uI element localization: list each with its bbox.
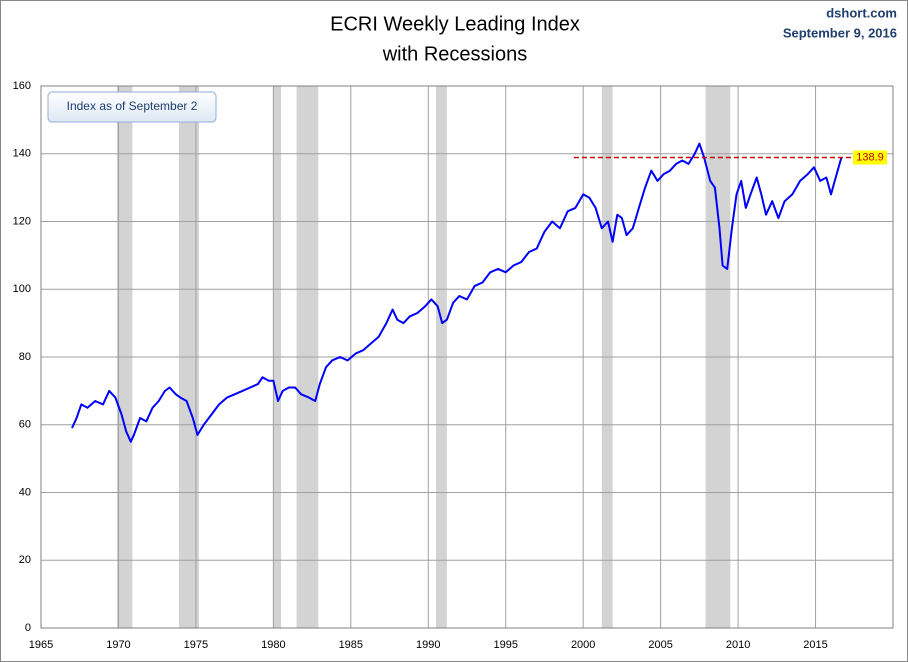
data-line <box>71 142 843 443</box>
x-tick-label: 2000 <box>571 639 595 651</box>
x-tick-label: 1970 <box>106 639 130 651</box>
annotation: Index as of September 2 <box>67 99 198 113</box>
x-tick-label: 2005 <box>648 639 672 651</box>
source: dshort.com <box>826 5 897 20</box>
chart-title: with Recessions <box>382 43 528 65</box>
y-tick-label: 80 <box>19 351 31 363</box>
y-tick-label: 160 <box>13 80 31 92</box>
y-tick-label: 20 <box>19 554 31 566</box>
y-tick-label: 120 <box>13 215 31 227</box>
chart-title: ECRI Weekly Leading Index <box>330 13 580 35</box>
x-tick-label: 1980 <box>261 639 285 651</box>
reference-label-box <box>853 150 887 165</box>
y-tick-label: 60 <box>19 419 31 431</box>
x-tick-label: 1995 <box>493 639 517 651</box>
x-tick-label: 1990 <box>416 639 440 651</box>
reference-label: 138.9 <box>856 151 884 163</box>
date: September 9, 2016 <box>783 25 897 40</box>
plot-border <box>40 85 894 629</box>
y-tick-label: 140 <box>13 148 31 160</box>
y-tick-label: 100 <box>13 283 31 295</box>
x-tick-label: 2010 <box>726 639 750 651</box>
y-tick-label: 40 <box>19 486 31 498</box>
y-tick-label: 0 <box>25 622 31 634</box>
x-tick-label: 1985 <box>339 639 363 651</box>
x-tick-label: 1965 <box>29 639 53 651</box>
annotation-box <box>47 91 217 123</box>
x-tick-label: 2015 <box>803 639 827 651</box>
x-tick-label: 1975 <box>184 639 208 651</box>
